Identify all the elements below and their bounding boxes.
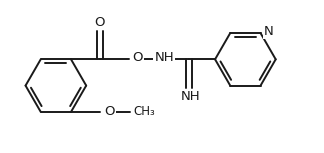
Text: N: N xyxy=(264,25,274,38)
Text: NH: NH xyxy=(154,51,174,64)
Text: O: O xyxy=(132,51,142,64)
Text: CH₃: CH₃ xyxy=(133,105,155,118)
Text: NH: NH xyxy=(181,90,201,103)
Text: O: O xyxy=(104,105,115,118)
Text: O: O xyxy=(95,17,105,29)
